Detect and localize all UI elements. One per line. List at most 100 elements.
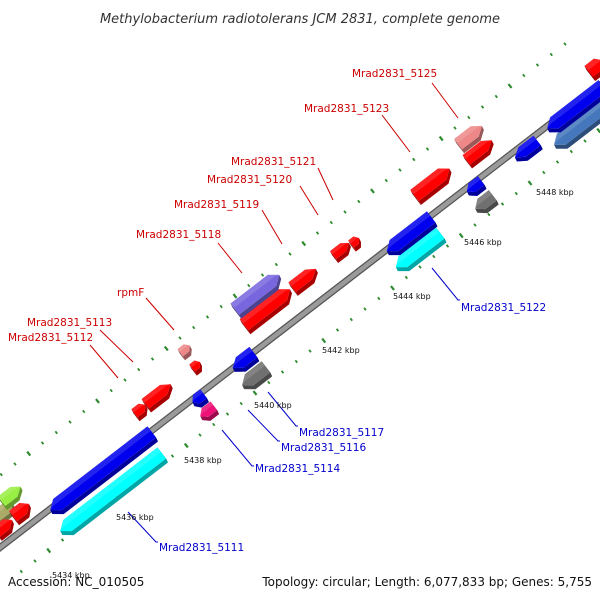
gene-5119 [288, 268, 318, 296]
gene-5126-cds [554, 100, 600, 149]
label-mrad2831-5117: Mrad2831_5117 [299, 427, 384, 439]
leader-rpmF [145, 297, 175, 331]
tick-upper-41 [522, 73, 526, 78]
tick-upper-24 [288, 252, 292, 256]
gene-5126 [514, 135, 543, 162]
tick-upper-17 [192, 325, 196, 330]
tick-upper-20 [232, 293, 238, 299]
tick-track [0, 42, 600, 574]
scale-label-5434: 5434 kbp [52, 571, 90, 580]
tick-lower-4 [33, 559, 37, 563]
gene-top-right [584, 58, 600, 82]
tick-lower-45 [596, 127, 600, 134]
scale-label-5436: 5436 kbp [116, 513, 154, 522]
leader-5111 [127, 511, 158, 543]
leader-5112 [89, 344, 119, 379]
leader-5118 [217, 242, 243, 274]
tick-upper-37 [467, 115, 471, 120]
genome-summary-text: Topology: circular; Length: 6,077,833 bp… [261, 575, 592, 589]
gene-5122 [395, 227, 447, 272]
gene-5112 [131, 403, 148, 422]
tick-lower-17 [212, 422, 216, 427]
tick-lower-41 [542, 170, 546, 175]
leader-5125 [431, 82, 459, 119]
tick-upper-27 [329, 220, 333, 225]
tick-lower-20 [252, 390, 258, 396]
tick-lower-5 [46, 547, 52, 554]
tick-lower-21 [267, 380, 271, 385]
gene-5125 [462, 140, 494, 169]
leader-5121 [317, 167, 334, 201]
tick-lower-38 [500, 202, 505, 206]
tick-upper-33 [412, 157, 416, 162]
gene-features [0, 58, 600, 541]
tick-lower-19 [239, 401, 243, 406]
tick-lower-3 [19, 569, 23, 574]
label-mrad2831-5123: Mrad2831_5123 [304, 103, 389, 115]
tick-upper-8 [68, 420, 72, 424]
tick-upper-15 [163, 345, 169, 352]
tick-lower-40 [527, 180, 533, 186]
tick-lower-28 [363, 307, 367, 311]
tick-lower-18 [225, 412, 230, 416]
tick-lower-29 [377, 296, 381, 301]
tick-lower-36 [473, 223, 477, 227]
tick-upper-19 [219, 304, 223, 309]
tick-lower-33 [432, 254, 436, 259]
gene-5124-cds [475, 190, 499, 214]
leader-5119 [261, 209, 283, 245]
label-mrad2831-5111: Mrad2831_5111 [159, 542, 244, 554]
tick-lower-34 [445, 244, 450, 248]
gene-5114 [200, 401, 220, 421]
tick-upper-29 [357, 199, 361, 204]
gene-5124 [466, 176, 487, 197]
accession-text: Accession: NC_010505 [8, 575, 144, 589]
tick-lower-14 [170, 454, 175, 458]
gene-5118 [239, 289, 292, 335]
tick-lower-30 [390, 285, 395, 291]
label-mrad2831-5116: Mrad2831_5116 [281, 442, 366, 454]
tick-upper-11 [109, 388, 113, 393]
label-rpmf: rpmF [117, 287, 144, 299]
scale-label-5438: 5438 kbp [184, 456, 222, 465]
gene-5122-cds [386, 211, 438, 256]
gene-5118-region [230, 274, 282, 319]
tick-lower-27 [349, 317, 353, 322]
scale-labels: 5434 kbp 5436 kbp 5438 kbp 5440 kbp 5442… [52, 188, 574, 580]
tick-upper-39 [494, 94, 498, 99]
tick-lower-23 [294, 359, 298, 364]
tick-upper-30 [370, 188, 375, 194]
label-mrad2831-5120: Mrad2831_5120 [207, 174, 292, 186]
leader-5116 [247, 409, 280, 442]
tick-upper-9 [82, 409, 86, 414]
tick-upper-40 [507, 83, 513, 89]
label-leaders [89, 82, 460, 543]
tick-lower-16 [198, 433, 202, 437]
tick-upper-21 [247, 283, 251, 288]
leader-5117 [267, 391, 298, 427]
tick-upper-23 [274, 262, 278, 267]
gene-5114-cds [192, 389, 209, 408]
gene-edge-4 [9, 503, 31, 526]
tick-lower-43 [569, 149, 573, 154]
leader-5120 [299, 185, 319, 216]
tick-upper-3 [0, 472, 3, 477]
gene-edge-3 [0, 519, 14, 541]
tick-upper-18 [205, 315, 210, 319]
label-mrad2831-5122: Mrad2831_5122 [461, 302, 546, 314]
tick-upper-38 [480, 105, 485, 109]
tick-upper-22 [260, 273, 265, 277]
label-mrad2831-5121: Mrad2831_5121 [231, 156, 316, 168]
tick-upper-32 [398, 168, 402, 172]
tick-lower-35 [458, 232, 464, 239]
leader-5113 [99, 329, 134, 363]
tick-lower-15 [183, 442, 189, 449]
gene-5116 [242, 361, 273, 390]
tick-upper-4 [13, 462, 17, 466]
label-mrad2831-5114: Mrad2831_5114 [255, 463, 340, 475]
label-mrad2831-5125: Mrad2831_5125 [352, 68, 437, 80]
tick-upper-6 [40, 441, 45, 445]
label-mrad2831-5113: Mrad2831_5113 [27, 317, 112, 329]
tick-lower-6 [60, 538, 65, 542]
